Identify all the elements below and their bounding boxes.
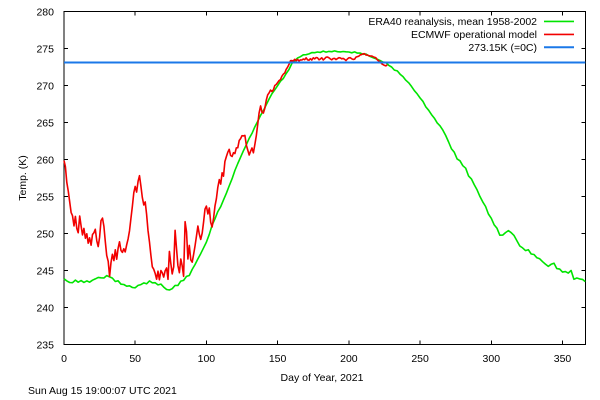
svg-text:275: 275 [36,44,54,56]
svg-text:Day of Year, 2021: Day of Year, 2021 [281,372,364,384]
svg-text:ECMWF operational model: ECMWF operational model [411,29,537,41]
svg-text:255: 255 [36,192,54,204]
svg-text:0: 0 [61,353,67,365]
svg-text:50: 50 [129,353,141,365]
svg-text:235: 235 [36,340,54,352]
svg-text:300: 300 [483,353,501,365]
svg-text:250: 250 [411,353,429,365]
svg-text:100: 100 [198,353,216,365]
svg-text:270: 270 [36,81,54,93]
svg-text:350: 350 [554,353,572,365]
svg-text:250: 250 [36,229,54,241]
svg-text:265: 265 [36,118,54,130]
svg-text:200: 200 [340,353,358,365]
svg-text:Temp. (K): Temp. (K) [17,155,29,201]
svg-text:260: 260 [36,155,54,167]
svg-text:240: 240 [36,303,54,315]
svg-text:150: 150 [269,353,287,365]
svg-text:273.15K (=0C): 273.15K (=0C) [468,42,537,54]
svg-text:ERA40 reanalysis, mean 1958-20: ERA40 reanalysis, mean 1958-2002 [368,16,537,28]
svg-text:Sun Aug 15 19:00:07 UTC 2021: Sun Aug 15 19:00:07 UTC 2021 [28,385,177,397]
svg-text:280: 280 [36,7,54,19]
svg-text:245: 245 [36,266,54,278]
